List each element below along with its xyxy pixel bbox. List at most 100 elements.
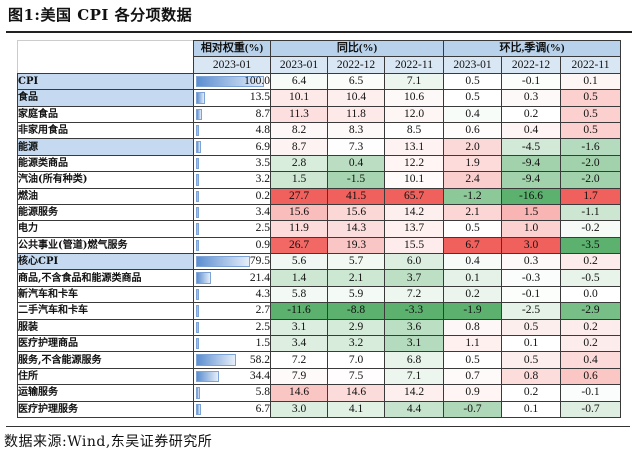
mom-cell: 3.0 <box>501 236 561 255</box>
weight-value: 1.5 <box>255 337 270 350</box>
weight-databar <box>196 370 220 383</box>
mom-cell: 0.5 <box>501 351 561 369</box>
yoy-cell: 10.1 <box>384 171 444 189</box>
weight-value: 6.9 <box>255 140 270 153</box>
mom-cell: -0.7 <box>443 400 502 418</box>
weight-value: 4.3 <box>255 288 270 301</box>
weight-cell: 79.5 <box>193 253 271 271</box>
mom-cell: 1.1 <box>443 335 502 353</box>
mom-cell: 0.5 <box>443 351 502 369</box>
mom-cell: -0.1 <box>560 384 621 402</box>
table-row: 二手汽车和卡车 2.7 -11.6 -8.8 -3.3 -1.9 -2.5 -2.9 <box>17 302 621 320</box>
yoy-cell: 14.2 <box>384 384 444 402</box>
mom-cell: -0.7 <box>560 400 621 418</box>
row-label: 燃油 <box>17 187 194 205</box>
weight-databar <box>196 75 264 88</box>
title-divider <box>6 31 632 33</box>
weight-cell: 3.2 <box>193 171 271 189</box>
table-row: 非家用食品 4.8 8.2 8.3 8.5 0.6 0.4 0.5 <box>17 121 621 140</box>
yoy-cell: 2.8 <box>270 154 328 173</box>
weight-databar <box>196 108 202 120</box>
mom-cell: 0.1 <box>443 269 502 287</box>
yoy-cell: 10.1 <box>270 89 328 107</box>
yoy-cell: -3.3 <box>384 302 444 320</box>
mom-cell: -3.5 <box>560 236 621 255</box>
weight-value: 6.7 <box>255 402 270 415</box>
row-label: 核心CPI <box>17 253 194 271</box>
mom-cell: 0.9 <box>443 384 502 402</box>
yoy-cell: 8.3 <box>327 121 385 140</box>
weight-databar <box>196 338 199 350</box>
row-label: 能源服务 <box>17 203 194 222</box>
weight-cell: 4.3 <box>193 285 271 304</box>
weight-value: 21.4 <box>249 271 270 284</box>
weight-value: 13.5 <box>249 91 270 104</box>
mom-cell: -0.1 <box>501 285 561 304</box>
data-source-note: 数据来源:Wind,东吴证券研究所 <box>4 434 213 450</box>
yoy-cell: 5.9 <box>327 285 385 304</box>
figure-title: 图1:美国 CPI 各分项数据 <box>8 6 193 24</box>
mom-cell: -2.5 <box>501 302 561 320</box>
weight-value: 8.7 <box>255 107 270 120</box>
header-yoy-date: 2023-01 <box>270 56 328 74</box>
yoy-cell: 12.0 <box>384 105 444 123</box>
mom-cell: 0.8 <box>501 367 561 386</box>
weight-databar <box>196 124 200 137</box>
weight-value: 2.5 <box>255 222 270 235</box>
yoy-cell: 15.5 <box>384 236 444 255</box>
mom-cell: 0.2 <box>560 335 621 353</box>
mom-cell: 2.4 <box>443 171 502 189</box>
yoy-cell: 27.7 <box>270 187 328 205</box>
header-yoy-date: 2022-11 <box>384 56 444 74</box>
mom-cell: 0.5 <box>560 121 621 140</box>
row-label: 电力 <box>17 220 194 238</box>
yoy-cell: 7.5 <box>327 367 385 386</box>
mom-cell: 6.7 <box>443 236 502 255</box>
weight-cell: 0.9 <box>193 236 271 255</box>
row-label: 二手汽车和卡车 <box>17 302 194 320</box>
yoy-cell: 3.1 <box>270 318 328 337</box>
yoy-cell: -1.5 <box>327 171 385 189</box>
table-row: 核心CPI 79.5 5.6 5.7 6.0 0.4 0.3 0.2 <box>17 253 621 271</box>
weight-cell: 13.5 <box>193 89 271 107</box>
mom-cell: -1.6 <box>560 138 621 156</box>
header-mom-date: 2022-12 <box>501 56 561 74</box>
weight-databar <box>196 387 200 399</box>
mom-cell: -1.9 <box>443 302 502 320</box>
yoy-cell: 41.5 <box>327 187 385 205</box>
weight-cell: 2.7 <box>193 302 271 320</box>
yoy-cell: 2.1 <box>327 269 385 287</box>
yoy-cell: 8.7 <box>270 138 328 156</box>
mom-cell: 0.4 <box>443 105 502 123</box>
mom-cell: 0.0 <box>560 285 621 304</box>
mom-cell: 0.6 <box>443 121 502 140</box>
weight-value: 79.5 <box>249 255 270 268</box>
table-row: 公共事业(管道)燃气服务 0.9 26.7 19.3 15.5 6.7 3.0 -3.5 <box>17 236 621 255</box>
table-row: 能源类商品 3.5 2.8 0.4 12.2 1.9 -9.4 -2.0 <box>17 154 621 173</box>
table-row: CPI 100.0 6.4 6.5 7.1 0.5 -0.1 0.1 <box>17 72 621 91</box>
yoy-cell: 3.6 <box>384 318 444 337</box>
yoy-cell: 11.3 <box>270 105 328 123</box>
yoy-cell: 7.9 <box>270 367 328 386</box>
yoy-cell: -8.8 <box>327 302 385 320</box>
table-row: 服务,不含能源服务 58.2 7.2 7.0 6.8 0.5 0.5 0.4 <box>17 351 621 369</box>
yoy-cell: 8.5 <box>384 121 444 140</box>
weight-databar <box>196 206 199 219</box>
weight-cell: 6.9 <box>193 138 271 156</box>
table-row: 燃油 0.2 27.7 41.5 65.7 -1.2 -16.6 1.7 <box>17 187 621 205</box>
weight-cell: 100.0 <box>193 72 271 91</box>
header-yoy-date: 2022-12 <box>327 56 385 74</box>
mom-cell: -1.2 <box>443 187 502 205</box>
yoy-cell: 3.4 <box>270 335 328 353</box>
weight-cell: 0.2 <box>193 187 271 205</box>
weight-cell: 5.8 <box>193 384 271 402</box>
mom-cell: 0.5 <box>560 89 621 107</box>
yoy-cell: 3.7 <box>384 269 444 287</box>
mom-cell: -0.1 <box>501 72 561 91</box>
yoy-cell: 10.6 <box>384 89 444 107</box>
mom-cell: 0.2 <box>560 253 621 271</box>
weight-databar <box>196 223 199 235</box>
yoy-cell: 11.9 <box>270 220 328 238</box>
mom-cell: -16.6 <box>501 187 561 205</box>
yoy-cell: 8.2 <box>270 121 328 140</box>
